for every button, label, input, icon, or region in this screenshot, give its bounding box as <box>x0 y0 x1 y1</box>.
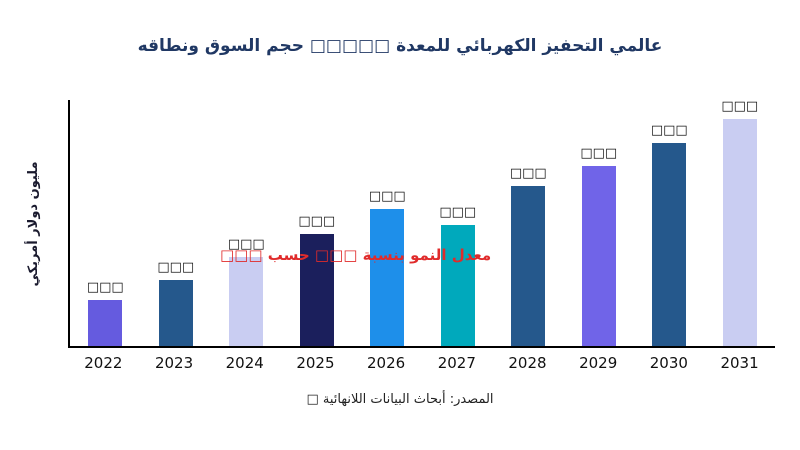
x-tick-label: 2028 <box>508 354 547 372</box>
bar-slot: □□□ <box>708 100 772 346</box>
bar <box>581 166 616 346</box>
bar <box>652 143 687 346</box>
bar-slot: □□□ <box>214 100 278 346</box>
x-tick-label: 2024 <box>225 354 264 372</box>
bar-slot: □□□ <box>73 100 137 346</box>
source-text: المصدر: أبحاث البيانات اللانهائية □ <box>306 392 494 407</box>
bar-slot: □□□ <box>637 100 701 346</box>
categories-row: 2022 2023 2024 2025 2026 2027 2028 2029 2030 2031 <box>68 354 775 372</box>
bar <box>722 119 757 346</box>
x-tick-label: 2025 <box>296 354 335 372</box>
bar-value-label: □□□ <box>509 166 547 181</box>
bar-value-label: □□□ <box>721 99 759 114</box>
x-tick-label: 2022 <box>84 354 123 372</box>
x-tick-label: 2027 <box>437 354 476 372</box>
bar-slot: □□□ <box>144 100 208 346</box>
bar-slot: □□□ <box>567 100 631 346</box>
bar <box>158 280 193 346</box>
bar <box>299 234 334 346</box>
bar <box>511 186 546 346</box>
bar <box>229 257 264 346</box>
y-axis-label: مليون دولار أمريكي <box>26 161 41 287</box>
bars-row: □□□ □□□ □□□ □□□ □□□ □□□ □□□ □□□ □□□ □□□ <box>70 100 775 346</box>
x-tick-label: 2031 <box>720 354 759 372</box>
bar-slot: □□□ <box>496 100 560 346</box>
bar-slot: □□□ <box>355 100 419 346</box>
bar-value-label: □□□ <box>368 189 406 204</box>
plot-area: □□□ □□□ □□□ □□□ □□□ □□□ □□□ □□□ □□□ □□□ معدل النم… <box>68 100 775 348</box>
bar-value-label: □□□ <box>298 214 336 229</box>
bar <box>440 225 475 346</box>
bar-value-label: □□□ <box>227 237 265 252</box>
x-tick-label: 2026 <box>367 354 406 372</box>
x-tick-label: 2030 <box>649 354 688 372</box>
bar <box>370 209 405 346</box>
bar-value-label: □□□ <box>157 260 195 275</box>
x-tick-label: 2023 <box>154 354 194 372</box>
x-tick-label: 2029 <box>579 354 618 372</box>
bar-value-label: □□□ <box>439 205 477 220</box>
bar-slot: □□□ <box>285 100 349 346</box>
bar-value-label: □□□ <box>580 146 618 161</box>
chart-title: عالمي التحفيز الكهربائي للمعدة □□□□□ حجم… <box>137 36 663 56</box>
bar-value-label: □□□ <box>650 123 688 138</box>
bar-value-label: □□□ <box>86 280 124 295</box>
growth-rate-annotation: معدل النمو بنسبة □□□ حسب □□□ <box>220 246 492 264</box>
bar <box>88 300 123 346</box>
bar-slot: □□□ <box>426 100 490 346</box>
